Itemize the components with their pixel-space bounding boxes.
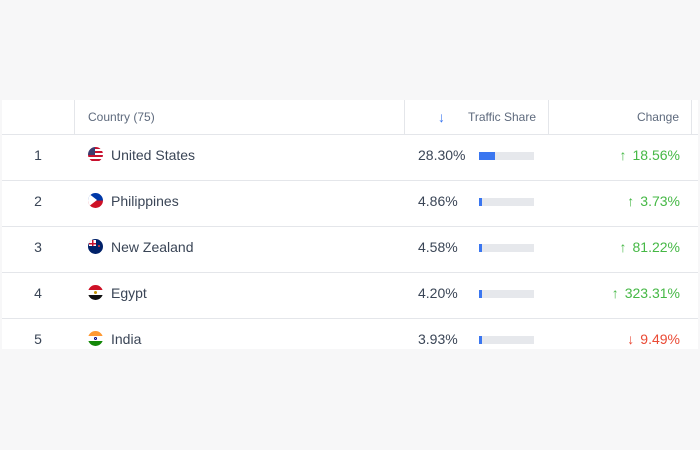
row-change: ↑ 323.31%: [549, 273, 680, 318]
change-value: 3.73%: [640, 193, 680, 209]
in-flag-icon: [88, 331, 103, 347]
us-flag-icon: [88, 147, 103, 163]
row-rank: 1: [34, 147, 42, 163]
share-value: 4.20%: [418, 285, 458, 301]
traffic-share-column-header[interactable]: ↓ Traffic Share: [406, 100, 549, 134]
row-change: ↑ 3.73%: [549, 181, 680, 226]
share-bar-fill: [479, 336, 482, 344]
share-bar-fill: [479, 290, 482, 298]
share-bar-fill: [479, 152, 495, 160]
country-name: Egypt: [111, 285, 147, 301]
share-bar: [479, 152, 534, 160]
eg-flag-icon: [88, 285, 103, 301]
nz-flag-icon: [88, 239, 103, 255]
row-change: ↑ 18.56%: [549, 135, 680, 180]
table-row[interactable]: 5 India 3.93% ↓ 9.49%: [2, 319, 698, 349]
row-traffic-share: 28.30%: [418, 135, 540, 180]
row-rank: 5: [34, 331, 42, 347]
country-name: New Zealand: [111, 239, 194, 255]
arrow-up-icon: ↑: [619, 147, 627, 163]
arrow-down-icon: ↓: [438, 109, 445, 125]
table-row[interactable]: 2 Philippines 4.86% ↑ 3.73%: [2, 181, 698, 227]
country-column-header[interactable]: Country (75): [75, 100, 405, 134]
row-traffic-share: 3.93%: [418, 319, 540, 349]
share-bar-fill: [479, 198, 482, 206]
table-row[interactable]: 4 Egypt 4.20% ↑ 323.31%: [2, 273, 698, 319]
change-value: 18.56%: [632, 147, 680, 163]
share-bar: [479, 198, 534, 206]
ph-flag-icon: [88, 193, 103, 209]
row-traffic-share: 4.86%: [418, 181, 540, 226]
traffic-share-column-label: Traffic Share: [467, 110, 536, 124]
share-value: 4.86%: [418, 193, 458, 209]
row-country[interactable]: Philippines: [88, 181, 398, 226]
share-bar: [479, 336, 534, 344]
share-bar: [479, 244, 534, 252]
share-value: 4.58%: [418, 239, 458, 255]
arrow-up-icon: ↑: [627, 193, 635, 209]
row-country[interactable]: United States: [88, 135, 398, 180]
rank-column-header: [2, 100, 75, 134]
arrow-down-icon: ↓: [627, 331, 635, 347]
change-value: 323.31%: [624, 285, 680, 301]
change-column-label: Change: [636, 110, 679, 124]
country-name: India: [111, 331, 142, 347]
traffic-table: Country (75) ↓ Traffic Share Change 1 Un…: [2, 100, 698, 349]
arrow-up-icon: ↑: [611, 285, 619, 301]
change-value: 81.22%: [632, 239, 680, 255]
row-rank: 3: [34, 239, 42, 255]
row-traffic-share: 4.58%: [418, 227, 540, 272]
share-value: 28.30%: [418, 147, 466, 163]
row-traffic-share: 4.20%: [418, 273, 540, 318]
share-bar: [479, 290, 534, 298]
row-country[interactable]: Egypt: [88, 273, 398, 318]
row-change: ↓ 9.49%: [549, 319, 680, 349]
table-row[interactable]: 3 New Zealand 4.58% ↑ 81.22%: [2, 227, 698, 273]
row-country[interactable]: New Zealand: [88, 227, 398, 272]
change-column-header[interactable]: Change: [549, 100, 692, 134]
table-header: Country (75) ↓ Traffic Share Change: [2, 100, 698, 135]
country-column-label: Country (75): [88, 110, 155, 124]
share-value: 3.93%: [418, 331, 458, 347]
country-name: Philippines: [111, 193, 179, 209]
country-name: United States: [111, 147, 196, 163]
share-bar-fill: [479, 244, 482, 252]
table-row[interactable]: 1 United States 28.30% ↑ 18.56%: [2, 135, 698, 181]
arrow-up-icon: ↑: [619, 239, 627, 255]
row-rank: 4: [34, 285, 42, 301]
row-change: ↑ 81.22%: [549, 227, 680, 272]
row-rank: 2: [34, 193, 42, 209]
change-value: 9.49%: [640, 331, 680, 347]
row-country[interactable]: India: [88, 319, 398, 349]
